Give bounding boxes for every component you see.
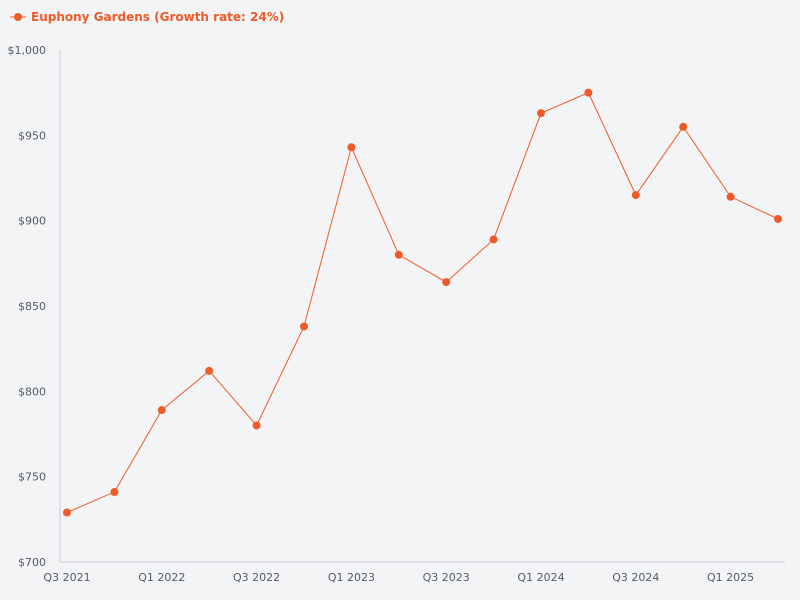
- data-point[interactable]: [537, 109, 545, 118]
- y-tick-label: $900: [18, 215, 46, 228]
- data-point[interactable]: [205, 366, 214, 375]
- y-tick-label: $850: [18, 300, 46, 313]
- data-point[interactable]: [63, 508, 71, 517]
- x-tick-label: Q3 2024: [612, 571, 659, 584]
- x-tick-label: Q1 2023: [328, 571, 375, 584]
- series-line: [66, 92, 779, 513]
- y-tick-label: $1,000: [8, 44, 47, 57]
- y-tick-label: $950: [18, 129, 46, 142]
- x-tick-label: Q3 2023: [423, 571, 470, 584]
- x-tick-label: Q3 2021: [43, 571, 90, 584]
- x-tick-label: Q1 2024: [517, 571, 564, 584]
- legend-dot-icon: [14, 13, 22, 21]
- data-point[interactable]: [157, 406, 166, 415]
- data-point[interactable]: [774, 214, 782, 223]
- data-point[interactable]: [442, 278, 451, 287]
- data-point[interactable]: [631, 191, 640, 200]
- y-tick-label: $700: [18, 556, 46, 569]
- legend[interactable]: Euphony Gardens (Growth rate: 24%): [10, 10, 284, 24]
- data-point[interactable]: [347, 143, 356, 152]
- data-point[interactable]: [679, 122, 688, 131]
- x-tick-label: Q1 2025: [707, 571, 754, 584]
- axes: $700 $750 $800 $850 $900 $950 $1,000 Q3 2021 Q1 …: [8, 44, 785, 584]
- data-point[interactable]: [394, 250, 403, 259]
- data-point[interactable]: [300, 322, 308, 331]
- legend-label[interactable]: Euphony Gardens (Growth rate: 24%): [31, 10, 284, 24]
- y-tick-label: $750: [18, 471, 46, 484]
- x-tick-label: Q3 2022: [233, 571, 280, 584]
- x-tick-label: Q1 2022: [138, 571, 185, 584]
- series-layer: [63, 88, 782, 517]
- data-point[interactable]: [110, 488, 119, 497]
- data-point[interactable]: [584, 88, 593, 97]
- data-point[interactable]: [489, 235, 498, 244]
- data-point[interactable]: [726, 192, 735, 201]
- y-tick-label: $800: [18, 385, 46, 398]
- data-point[interactable]: [252, 421, 261, 430]
